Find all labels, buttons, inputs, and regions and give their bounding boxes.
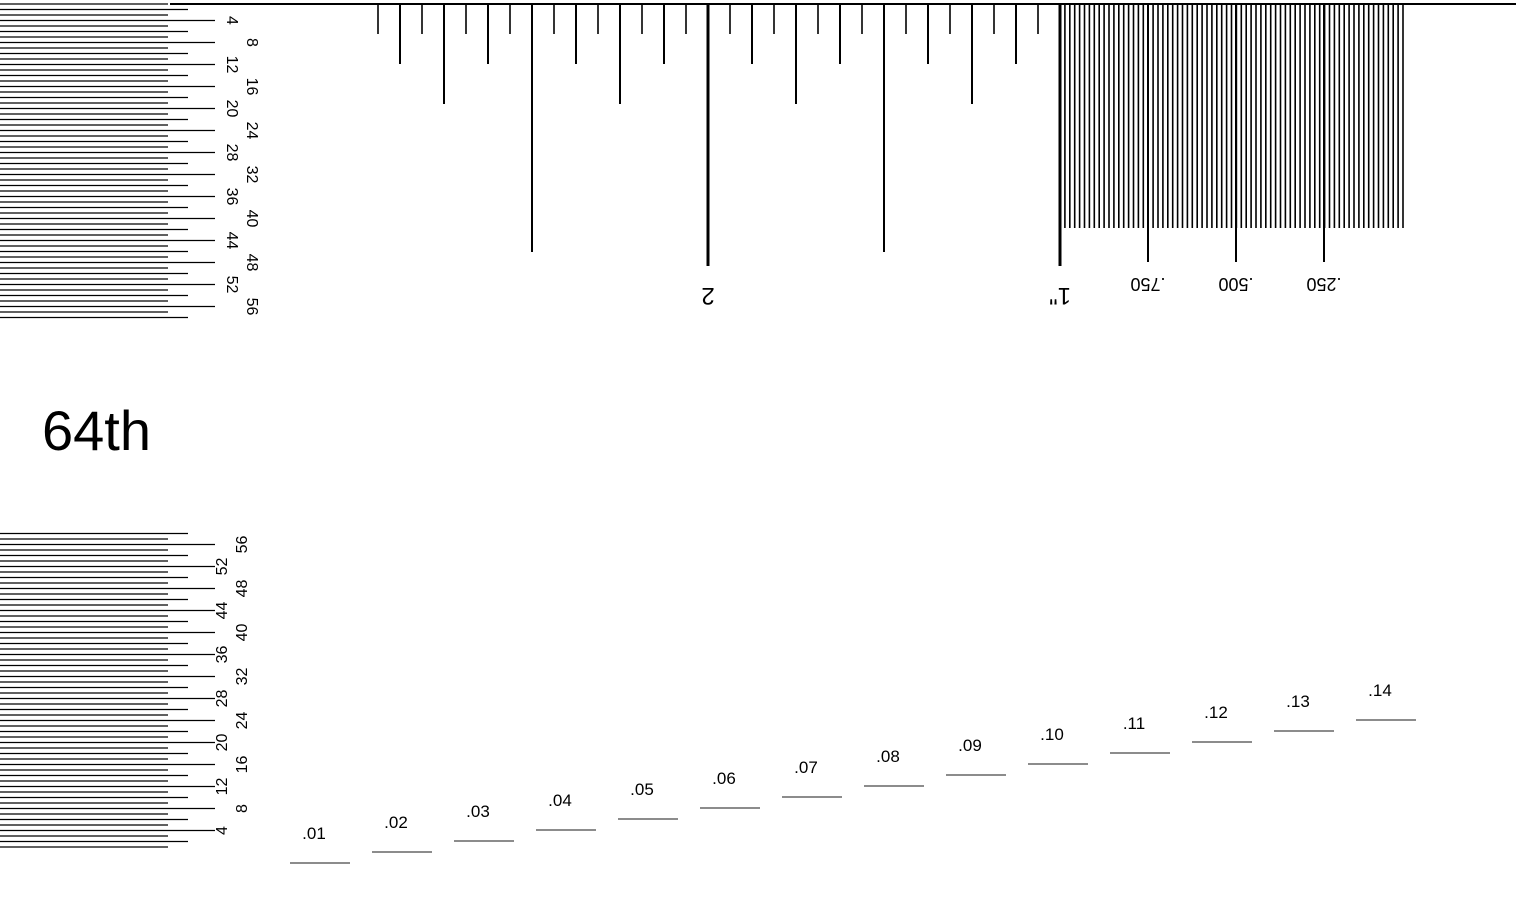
scale64-label: 44 bbox=[214, 602, 231, 620]
scale64-label: 4 bbox=[223, 16, 240, 25]
scale64-label: 52 bbox=[223, 276, 240, 294]
scale64-label: 24 bbox=[234, 712, 251, 730]
scale64-label: 32 bbox=[243, 166, 260, 184]
inch-label: 1" bbox=[1049, 282, 1071, 309]
gauge-step-label: .02 bbox=[384, 813, 408, 832]
scale64-label: 28 bbox=[214, 690, 231, 708]
inch-label: 2 bbox=[701, 282, 714, 309]
gauge-step-label: .14 bbox=[1368, 681, 1392, 700]
gauge-step-label: .05 bbox=[630, 780, 654, 799]
scale64-label: 36 bbox=[214, 646, 231, 664]
scale64-label: 40 bbox=[234, 624, 251, 642]
scale64-label: 48 bbox=[234, 580, 251, 598]
decimal-label: .250 bbox=[1306, 274, 1341, 294]
scale64-label: 4 bbox=[214, 826, 231, 835]
gauge-step-label: .09 bbox=[958, 736, 982, 755]
scale64-label: 32 bbox=[234, 668, 251, 686]
gauge-step-label: .08 bbox=[876, 747, 900, 766]
gauge-step-label: .04 bbox=[548, 791, 572, 810]
gauge-step-label: .03 bbox=[466, 802, 490, 821]
scale64-label: 8 bbox=[243, 38, 260, 47]
gauge-step-label: .11 bbox=[1123, 714, 1145, 733]
gauge-step-label: .13 bbox=[1286, 692, 1310, 711]
scale64-label: 16 bbox=[234, 756, 251, 774]
scale64-label: 36 bbox=[223, 188, 240, 206]
scale64-label: 20 bbox=[223, 100, 240, 118]
scale64-label: 8 bbox=[234, 804, 251, 813]
scale64-label: 24 bbox=[243, 122, 260, 140]
scale64-label: 12 bbox=[223, 56, 240, 74]
scale64-label: 48 bbox=[243, 254, 260, 272]
scale64-label: 12 bbox=[214, 778, 231, 796]
scale64-label: 56 bbox=[243, 298, 260, 316]
ruler-diagram: 4812162024283236404448525648121620242832… bbox=[0, 0, 1520, 898]
gauge-step-label: .10 bbox=[1040, 725, 1064, 744]
scale64-label: 40 bbox=[243, 210, 260, 228]
gauge-step-label: .07 bbox=[794, 758, 818, 777]
decimal-label: .500 bbox=[1218, 274, 1253, 294]
scale64-label: 28 bbox=[223, 144, 240, 162]
scale64-label: 52 bbox=[214, 558, 231, 576]
gauge-step-label: .06 bbox=[712, 769, 736, 788]
scale64-label: 16 bbox=[243, 78, 260, 96]
gauge-step-label: .01 bbox=[302, 824, 326, 843]
scale64-label: 20 bbox=[214, 734, 231, 752]
scale-title: 64th bbox=[42, 398, 151, 463]
scale64-label: 56 bbox=[234, 536, 251, 554]
decimal-label: .750 bbox=[1130, 274, 1165, 294]
scale64-label: 44 bbox=[223, 232, 240, 250]
gauge-step-label: .12 bbox=[1204, 703, 1228, 722]
